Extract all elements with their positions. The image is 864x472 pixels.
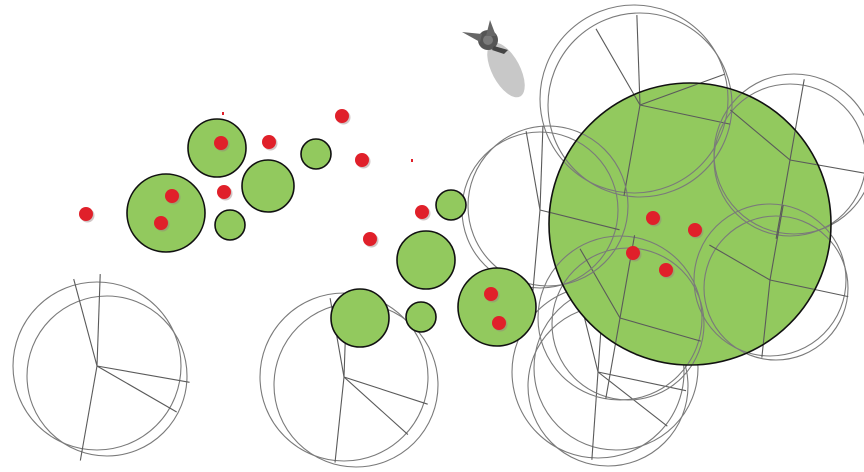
food-pellet-dot	[355, 153, 369, 167]
food-pellet	[154, 216, 170, 232]
ghost-spoke	[623, 104, 641, 196]
player-fin-right	[486, 20, 496, 36]
food-pellet-dot	[154, 216, 168, 230]
ghost-spoke	[597, 371, 687, 392]
food-pellet	[659, 263, 675, 279]
ghost-spoke	[343, 376, 428, 405]
ghost-spoke	[769, 279, 830, 298]
ghost-spoke	[96, 365, 177, 413]
green-cell[interactable]	[214, 209, 246, 241]
ghost-ring	[713, 84, 830, 235]
food-pellet-dot	[415, 205, 429, 219]
ghost-spoke	[73, 278, 98, 367]
player-fin-left	[462, 32, 482, 42]
food-pellet	[626, 246, 642, 262]
ghost-ring	[26, 295, 188, 457]
ghost-ring	[550, 84, 733, 198]
food-pellet-dot	[217, 185, 231, 199]
food-pellet	[492, 316, 508, 332]
ghost-spoke	[639, 84, 725, 106]
ghost-spoke	[595, 28, 641, 106]
food-pellet-dot	[262, 135, 276, 149]
food-pellet-dot	[165, 189, 179, 203]
ghost-ring	[12, 281, 182, 451]
ghost-spoke	[775, 159, 791, 239]
food-pellet-dot	[79, 207, 93, 221]
green-cell[interactable]	[330, 288, 390, 348]
green-cell[interactable]	[126, 173, 206, 253]
green-cell[interactable]	[405, 301, 437, 333]
green-cell[interactable]	[300, 138, 332, 170]
ghost-spoke	[334, 376, 345, 463]
food-pellet	[484, 287, 500, 303]
overlay-center-right	[550, 125, 629, 289]
food-pellet-dot	[688, 223, 702, 237]
ghost-ring	[550, 84, 729, 194]
food-pellet-dot	[492, 316, 506, 330]
ghost-spoke	[579, 248, 621, 319]
food-pellet-dot	[335, 109, 349, 123]
green-cell[interactable]	[396, 230, 456, 290]
ghost-spoke	[96, 365, 190, 383]
food-pellet	[688, 223, 704, 239]
player-nozzle	[492, 46, 508, 54]
ghost-spoke	[79, 365, 98, 461]
ghost-spoke	[729, 109, 791, 161]
ghost-spoke	[550, 209, 620, 231]
food-pellet-dot	[626, 246, 640, 260]
player-ship-icon[interactable]	[462, 20, 532, 103]
food-pellet	[363, 232, 379, 248]
player-trail	[487, 42, 525, 98]
ghost-cluster-left	[12, 274, 190, 461]
food-pellet-dot	[363, 232, 377, 246]
ghost-ring	[550, 131, 619, 289]
ghost-spoke	[619, 317, 701, 342]
food-pellets-layer	[79, 109, 704, 332]
ghost-spoke	[539, 126, 544, 211]
food-pellet-dot	[659, 263, 673, 277]
food-pellet	[214, 136, 230, 152]
ghost-spoke	[639, 104, 731, 125]
ghost-ring	[550, 235, 703, 364]
ghost-spoke	[591, 371, 599, 460]
food-pellet	[79, 207, 95, 223]
food-pellet	[415, 205, 431, 221]
food-pellet	[355, 153, 371, 169]
food-pellet-dot	[646, 211, 660, 225]
food-pellet	[646, 211, 662, 227]
green-cell[interactable]	[241, 159, 295, 213]
ghost-spoke	[532, 209, 541, 292]
green-cells-layer	[126, 82, 832, 366]
food-speck	[222, 112, 224, 115]
ghost-spoke	[709, 244, 771, 281]
ghost-spoke	[525, 131, 541, 211]
ghost-spoke	[343, 376, 409, 435]
food-pellet-dot	[484, 287, 498, 301]
food-pellet	[217, 185, 233, 201]
player-core	[483, 35, 493, 45]
food-pellet	[165, 189, 181, 205]
ghost-spoke	[769, 205, 784, 281]
food-pellet	[262, 135, 278, 151]
green-cell[interactable]	[457, 267, 537, 347]
ghost-spoke	[96, 274, 101, 367]
green-cell-large[interactable]	[548, 82, 832, 366]
food-speck	[411, 159, 413, 162]
food-pellet	[335, 109, 351, 125]
ghost-ring	[550, 125, 629, 287]
green-cell[interactable]	[435, 189, 467, 221]
food-pellet-dot	[214, 136, 228, 150]
ghost-spoke	[636, 15, 641, 106]
